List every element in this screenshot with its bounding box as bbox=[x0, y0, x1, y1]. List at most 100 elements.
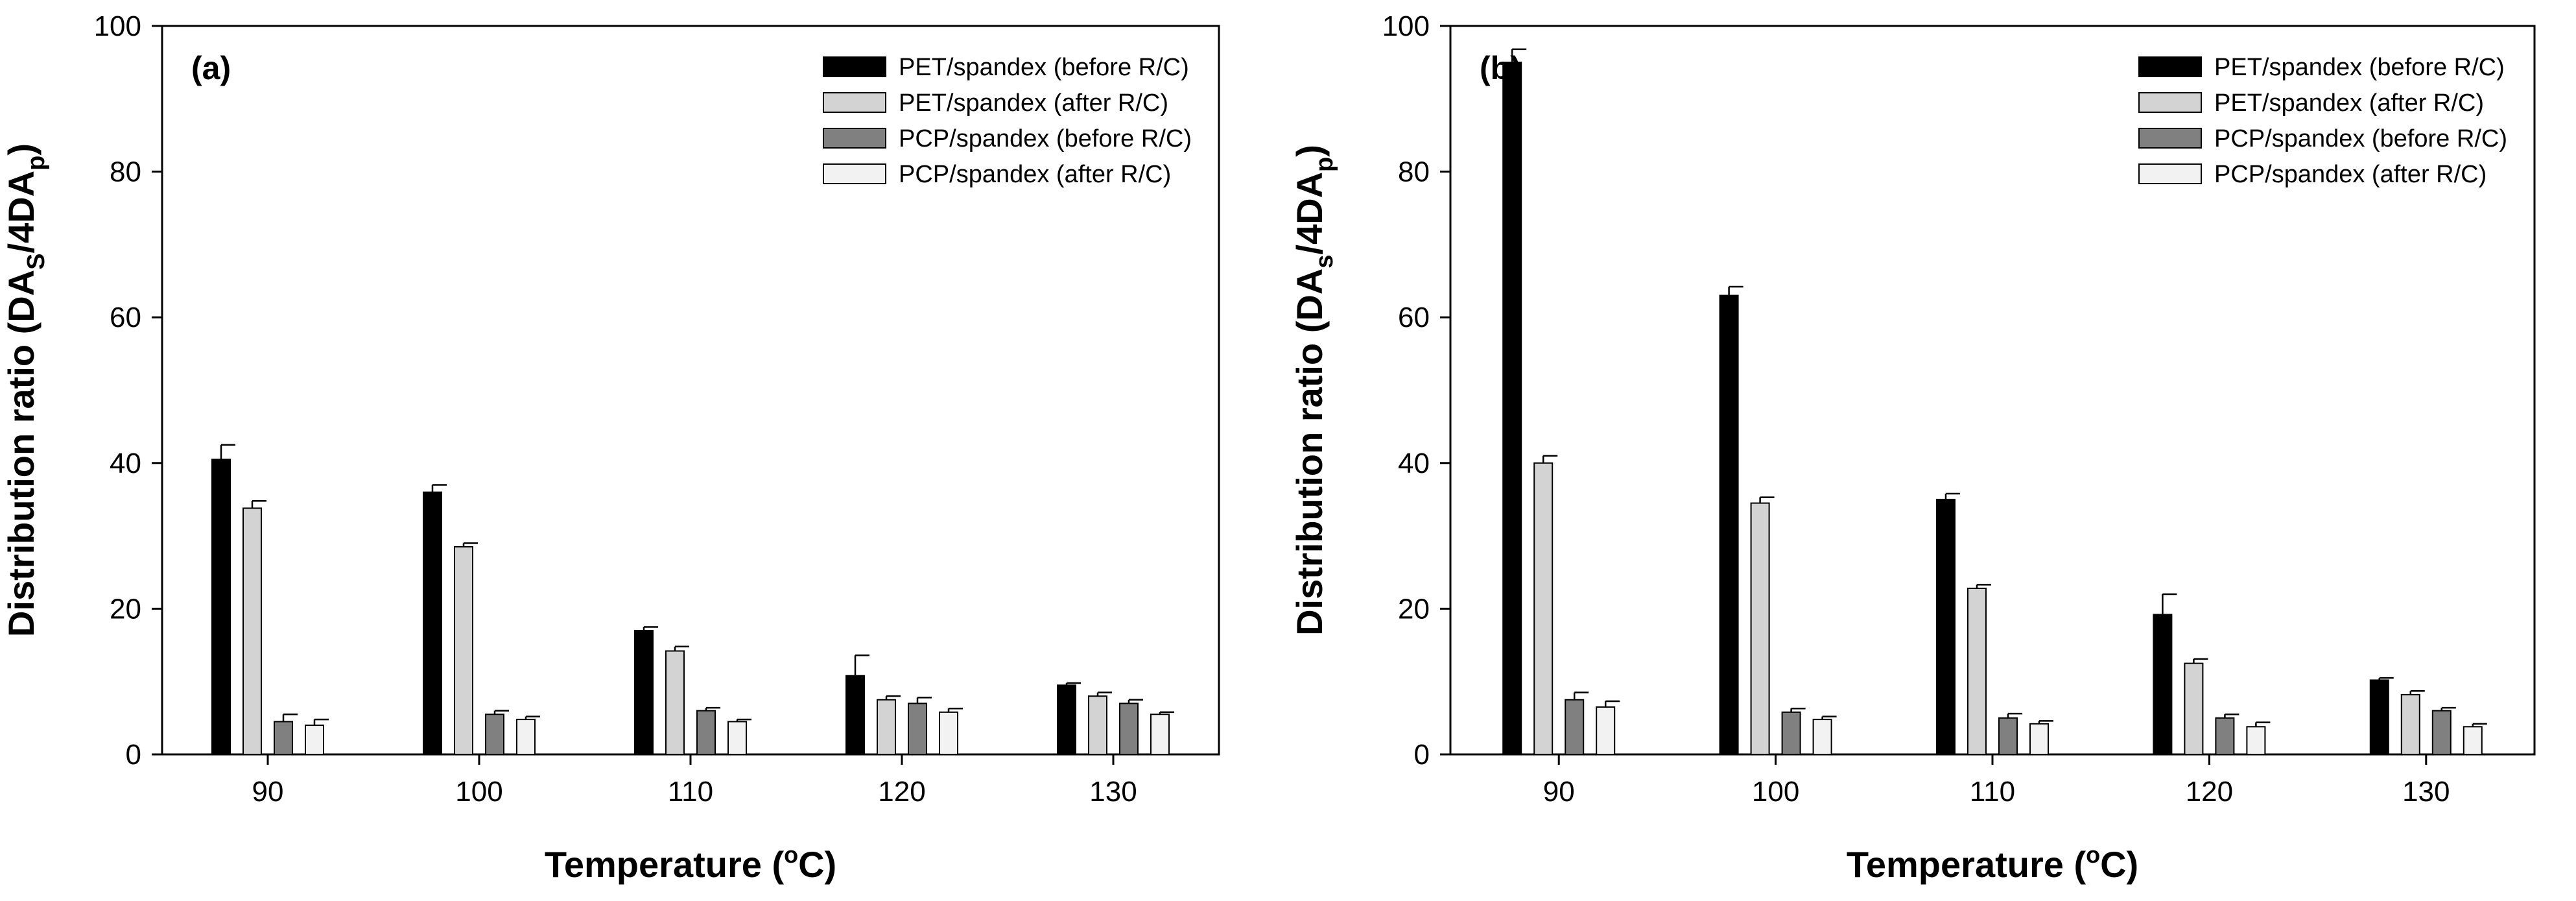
x-axis-title: Temperature (oC) bbox=[545, 841, 836, 885]
legend-label: PCP/spandex (before R/C) bbox=[899, 125, 1192, 152]
y-axis-title-main: Distribution ratio (DA bbox=[1, 270, 41, 637]
bar bbox=[1057, 684, 1076, 755]
x-axis-title: Temperature (oC) bbox=[1847, 841, 2138, 885]
bar bbox=[2029, 723, 2049, 755]
y-tick-label: 20 bbox=[1398, 593, 1430, 625]
legend-label: PCP/spandex (after R/C) bbox=[2214, 161, 2487, 188]
bar bbox=[454, 546, 473, 755]
bar bbox=[485, 714, 504, 755]
x-tick-label: 100 bbox=[455, 776, 502, 808]
y-axis-title-sub: p bbox=[1311, 157, 1338, 172]
legend-label: PCP/spandex (after R/C) bbox=[899, 161, 1171, 188]
bar bbox=[1750, 502, 1770, 755]
bar bbox=[2153, 614, 2173, 755]
bar bbox=[2400, 693, 2420, 755]
bar bbox=[1967, 587, 1987, 755]
chart-panel-b: 0 20 40 60 80 100 90 100 110 120 130 (b) PET/spandex… bbox=[1288, 0, 2576, 901]
y-axis-title: Distribution ratio (DAs/4DAp) bbox=[1289, 145, 1338, 636]
y-tick-label: 20 bbox=[110, 593, 141, 625]
bar-chart-a: 0 20 40 60 80 100 90 100 110 120 130 (a) PET/spandex… bbox=[1, 10, 1220, 885]
x-tick-label: 120 bbox=[878, 776, 925, 808]
bar bbox=[1998, 717, 2018, 755]
legend-swatch bbox=[2138, 92, 2202, 113]
bar bbox=[908, 703, 927, 756]
y-axis-title-sub: p bbox=[23, 156, 50, 171]
bar bbox=[1812, 719, 1832, 755]
bar bbox=[274, 721, 293, 755]
y-axis-title-sub: S bbox=[23, 253, 50, 269]
x-axis-title-end: C) bbox=[798, 844, 836, 885]
legend-swatch bbox=[2138, 128, 2202, 149]
y-axis-title-mid: /4DA bbox=[1, 171, 41, 254]
bar bbox=[1088, 695, 1107, 756]
bar bbox=[1502, 62, 1522, 755]
bar bbox=[242, 507, 262, 756]
y-axis-title-main: Distribution ratio (DA bbox=[1289, 269, 1330, 636]
panel-label: (a) bbox=[191, 50, 231, 86]
x-axis-title-end: C) bbox=[2100, 844, 2138, 885]
y-tick-label: 40 bbox=[110, 448, 141, 479]
y-tick-label: 60 bbox=[1398, 302, 1430, 333]
chart-panel-a: 0 20 40 60 80 100 90 100 110 120 130 (a) PET/spandex… bbox=[1, 10, 1220, 885]
x-axis-title-sup: o bbox=[784, 841, 798, 868]
y-tick-label: 80 bbox=[110, 156, 141, 188]
bar bbox=[877, 699, 896, 756]
y-tick-label: 0 bbox=[1414, 739, 1430, 771]
y-tick-label: 80 bbox=[1398, 156, 1430, 188]
legend-swatch bbox=[2138, 56, 2202, 77]
bar bbox=[1533, 462, 1554, 755]
bar bbox=[845, 675, 865, 755]
legend-swatch bbox=[823, 56, 886, 77]
bar bbox=[727, 721, 747, 755]
y-axis-title-sub: s bbox=[1311, 255, 1338, 269]
bar bbox=[1150, 714, 1170, 755]
bar bbox=[2431, 710, 2452, 755]
y-axis-title-mid: /4DA bbox=[1289, 172, 1330, 255]
y-axis-title-end: ) bbox=[1289, 145, 1330, 157]
bar-chart-b: 0 20 40 60 80 100 90 100 110 120 130 (b) PET/spandex… bbox=[1289, 10, 2536, 885]
bar bbox=[634, 630, 654, 756]
legend-swatch bbox=[823, 128, 886, 149]
bar bbox=[2184, 662, 2204, 755]
panel-label: (b) bbox=[1480, 50, 1521, 86]
bar bbox=[2215, 717, 2235, 755]
bar bbox=[2369, 679, 2389, 755]
legend-label: PET/spandex (after R/C) bbox=[899, 90, 1168, 117]
bar bbox=[211, 459, 231, 755]
y-tick-label: 100 bbox=[94, 10, 141, 42]
y-axis-title: Distribution ratio (DAS/4DAp) bbox=[1, 143, 50, 637]
x-axis-title-main: Temperature ( bbox=[545, 844, 785, 885]
legend-swatch bbox=[823, 163, 886, 184]
bar bbox=[939, 711, 958, 755]
bar bbox=[423, 491, 442, 755]
x-tick-label: 100 bbox=[1752, 776, 1799, 808]
x-tick-label: 90 bbox=[252, 776, 284, 808]
bar bbox=[1781, 711, 1801, 755]
bar bbox=[2246, 726, 2266, 756]
x-tick-label: 90 bbox=[1543, 776, 1575, 808]
x-tick-label: 110 bbox=[1970, 776, 2015, 808]
y-axis-title-end: ) bbox=[1, 143, 41, 156]
y-tick-label: 100 bbox=[1382, 10, 1430, 42]
bar bbox=[1719, 294, 1739, 755]
bar bbox=[665, 650, 685, 755]
legend-label: PET/spandex (before R/C) bbox=[899, 54, 1189, 81]
bar bbox=[2463, 726, 2483, 756]
legend-swatch bbox=[823, 92, 886, 113]
x-tick-label: 130 bbox=[2402, 776, 2450, 808]
bar bbox=[1119, 703, 1139, 756]
legend-swatch bbox=[2138, 163, 2202, 184]
bar bbox=[696, 710, 716, 755]
bar bbox=[516, 719, 536, 755]
y-tick-label: 0 bbox=[126, 739, 141, 771]
x-tick-label: 130 bbox=[1089, 776, 1137, 808]
bar bbox=[1936, 498, 1956, 755]
x-tick-label: 110 bbox=[668, 776, 713, 808]
legend-label: PET/spandex (before R/C) bbox=[2214, 54, 2505, 81]
y-tick-label: 60 bbox=[110, 302, 141, 333]
x-axis-title-main: Temperature ( bbox=[1847, 844, 2086, 885]
bar bbox=[1565, 699, 1585, 756]
x-tick-label: 120 bbox=[2186, 776, 2233, 808]
x-axis-title-sup: o bbox=[2086, 841, 2100, 868]
bar bbox=[305, 725, 324, 755]
